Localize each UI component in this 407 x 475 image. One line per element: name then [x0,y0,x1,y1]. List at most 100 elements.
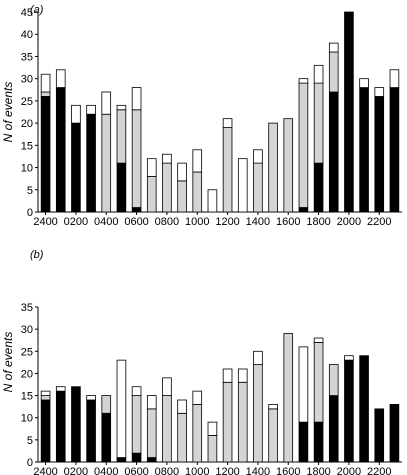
panel-b-y-tick-label-3: 15 [21,391,33,403]
panel-a-y-tick-label-2: 10 [21,163,33,175]
panel-a-bar-5-black-segment [116,162,127,213]
panel-b-bar-5-white-segment [116,359,127,458]
panel-a-bar-9-gray-segment [177,180,187,213]
panel-a-bar-23-white-segment [389,69,400,88]
panel-a-bar-7-white-segment [146,158,157,177]
panel-b-bar-1-white-segment [55,386,66,392]
panel-b-bar-21-black-segment [359,355,369,463]
panel-a-bar-18-gray-segment [313,82,324,164]
panel-a-bar-17-white-segment [298,78,309,84]
panel-a-bar-6-gray-segment [131,109,142,208]
panel-a-bar-12-white-segment [222,118,233,128]
panel-b-bar-18-black-segment [313,421,324,463]
panel-b-axes [37,307,402,463]
panel-b-x-tick-label-11: 2200 [367,466,391,475]
panel-b-bar-10-gray-segment [192,404,203,463]
panel-a-bar-8-white-segment [162,153,172,164]
panel-a-bar-19-black-segment [328,91,339,213]
panel-a-bar-19-gray-segment [328,51,339,93]
panel-b-y-tick-label-5: 25 [21,346,33,358]
panel-a-x-tick-label-6: 1200 [215,216,239,228]
panel-b-y-tick-label-6: 30 [21,324,33,336]
panel-a-bar-1-white-segment [55,69,66,88]
panel-a-bar-6-white-segment [131,87,142,111]
panel-a-bar-5-gray-segment [116,109,127,164]
panel-a-y-tick-label-5: 25 [21,96,33,108]
panel-b-bar-1-black-segment [55,390,66,463]
panel-a-bars [40,11,400,213]
panel-b-y-axis-title: N of events [1,332,15,393]
panel-a-bar-18-white-segment [313,64,324,84]
panel-a-x-tick-label-11: 2200 [367,216,391,228]
panel-a-bar-10-gray-segment [192,171,203,213]
panel-a-bar-6-black-segment [131,207,142,213]
panel-b-y-tick-label-1: 5 [27,435,33,447]
panel-a-bar-9-white-segment [177,162,187,182]
panel-b-x-tick-label-2: 0400 [94,466,118,475]
panel-b-bar-23-black-segment [389,404,400,463]
panel-b-bar-9-white-segment [177,399,187,414]
panel-a-bar-10-white-segment [192,149,203,173]
panel-b-y-ticks: 0 5 10 15 20 25 30 35 [21,302,38,469]
panel-a-bar-17-black-segment [298,207,309,213]
panel-a-axes [37,12,402,213]
panel-a-bar-2-white-segment [71,104,81,124]
panel-a-x-tick-label-2: 0400 [94,216,118,228]
panel-a-bar-5-white-segment [116,104,127,111]
panel-a-y-ticks: 0 5 10 15 20 25 30 35 40 45 [21,7,38,219]
panel-b-x-tick-label-6: 1200 [215,466,239,475]
panel-a-y-tick-label-3: 15 [21,140,33,152]
panel-a-bar-17-gray-segment [298,82,309,208]
panel-b-bars [40,333,400,463]
panel-b-bar-0-white-segment [40,390,51,396]
panel-a-y-tick-label-0: 0 [27,207,33,219]
panel-b-bar-20-black-segment [344,359,354,463]
panel-b-label: (b) [30,249,44,261]
panel-b-bar-15-gray-segment [268,408,278,463]
panel-a-x-tick-label-8: 1600 [276,216,300,228]
panel-b-x-tick-label-10: 2000 [337,466,361,475]
panel-a-y-tick-label-7: 35 [21,51,33,63]
panel-b-x-ticks: 2400 0200 0400 0600 0800 1000 1200 1400 1600 1800… [33,462,391,475]
panel-b-bar-18-gray-segment [313,342,324,423]
panel-b-y-tick-label-7: 35 [21,302,33,314]
panel-b-bar-13-white-segment [237,368,248,383]
panel-b-x-tick-label-3: 0600 [124,466,148,475]
panel-a-label: (a) [30,4,44,16]
panel-b-bar-5-black-segment [116,457,127,463]
panel-b-bar-12-white-segment [222,368,233,383]
panel-b-bar-7-white-segment [146,395,157,410]
panel-a-bar-4-white-segment [101,91,112,115]
panel-a-bar-1-black-segment [55,87,66,213]
panel-b-bar-11-gray-segment [207,435,218,463]
panel-a-bar-13-white-segment [237,158,248,213]
panel-a-x-tick-label-1: 0200 [64,216,88,228]
panel-a-bar-23-black-segment [389,87,400,213]
panel-a-bar-12-gray-segment [222,127,233,213]
panel-b-x-tick-label-7: 1400 [246,466,270,475]
panel-b-bar-13-gray-segment [237,381,248,463]
panel-a-bar-0-black-segment [40,96,51,213]
panel-b-y-tick-label-2: 10 [21,413,33,425]
panel-b-bar-0-gray-segment [40,395,51,401]
panel-b-y-tick-label-4: 20 [21,368,33,380]
panel-b-bar-17-black-segment [298,421,309,463]
panel-a-bar-18-black-segment [313,162,324,213]
panel-a-x-tick-label-7: 1400 [246,216,270,228]
panel-b-x-tick-label-8: 1600 [276,466,300,475]
panel-a-y-tick-label-8: 40 [21,29,33,41]
panel-b-bar-15-white-segment [268,404,278,410]
panel-b-bar-2-black-segment [71,386,81,463]
panel-a-bar-21-black-segment [359,87,369,213]
panel-a-bar-22-white-segment [374,87,385,97]
panel-a-bar-14-gray-segment [253,162,263,213]
panel-a-bar-3-white-segment [86,104,96,115]
panel-a-bar-19-white-segment [328,42,339,53]
panel-a-x-tick-label-5: 1000 [185,216,209,228]
panel-a-x-tick-label-0: 2400 [33,216,57,228]
panel-a-y-tick-label-9: 45 [21,7,33,19]
panel-b-bar-3-black-segment [86,399,96,463]
panel-b-x-tick-label-0: 2400 [33,466,57,475]
panel-b-bar-18-white-segment [313,337,324,343]
panel-a-y-tick-label-1: 5 [27,185,33,197]
